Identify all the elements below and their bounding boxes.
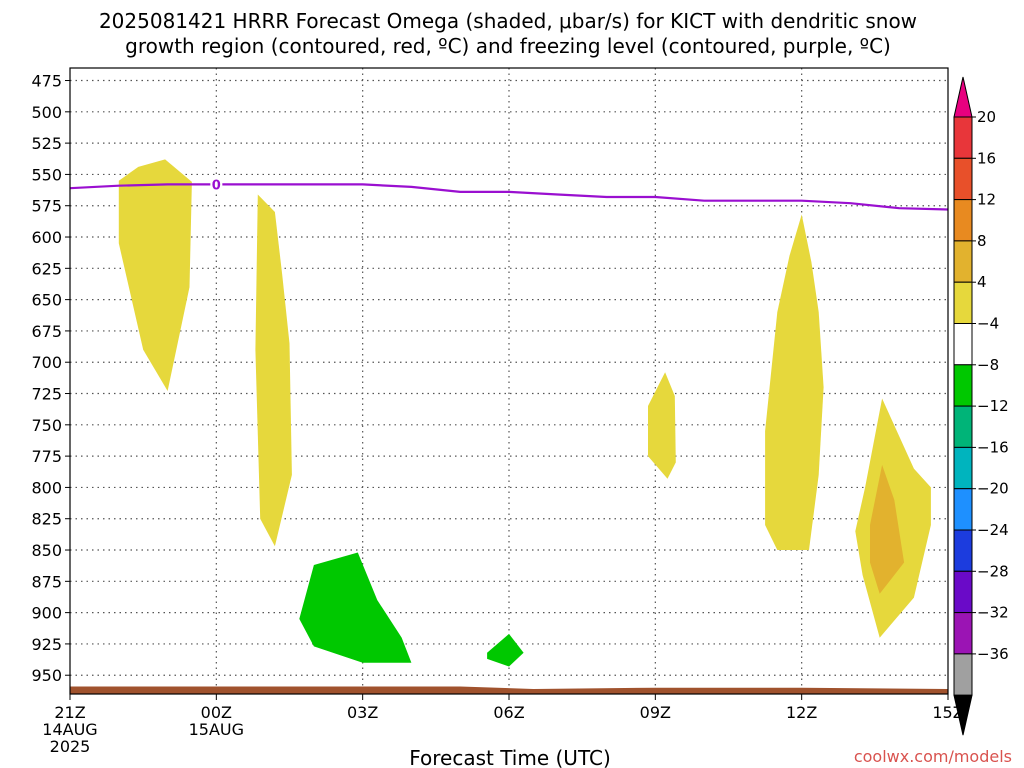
freezing-level-label: 0 xyxy=(212,178,221,193)
y-tick-label-875: 875 xyxy=(31,572,62,591)
x-tick-label-0-2: 2025 xyxy=(50,737,91,756)
omega-region-1 xyxy=(255,195,292,547)
colorbar-box-9 xyxy=(954,489,972,530)
colorbar-label-1: 16 xyxy=(977,149,996,167)
colorbar-label-13: −36 xyxy=(977,645,1009,663)
y-tick-label-825: 825 xyxy=(31,510,62,529)
y-tick-label-725: 725 xyxy=(31,385,62,404)
colorbar-label-6: −8 xyxy=(977,356,999,374)
x-tick-label-9-0: 06Z xyxy=(493,703,524,722)
y-tick-label-525: 525 xyxy=(31,134,62,153)
colorbar-box-13 xyxy=(954,654,972,695)
colorbar-label-12: −32 xyxy=(977,604,1009,622)
y-tick-label-775: 775 xyxy=(31,447,62,466)
y-tick-label-550: 550 xyxy=(31,165,62,184)
omega-region-7 xyxy=(487,634,523,667)
colorbar-box-10 xyxy=(954,530,972,571)
colorbar-label-9: −20 xyxy=(977,480,1009,498)
colorbar-box-2 xyxy=(954,200,972,241)
colorbar-label-7: −12 xyxy=(977,397,1009,415)
y-tick-label-750: 750 xyxy=(31,416,62,435)
colorbar-label-5: −4 xyxy=(977,315,999,333)
y-tick-label-800: 800 xyxy=(31,478,62,497)
y-tick-label-925: 925 xyxy=(31,635,62,654)
omega-time-height-chart: 2025081421 HRRR Forecast Omega (shaded, … xyxy=(0,0,1024,768)
colorbar-box-6 xyxy=(954,365,972,406)
y-tick-label-625: 625 xyxy=(31,259,62,278)
y-tick-label-850: 850 xyxy=(31,541,62,560)
colorbar-box-7 xyxy=(954,406,972,447)
x-axis-label: Forecast Time (UTC) xyxy=(409,746,611,768)
colorbar-box-12 xyxy=(954,613,972,654)
colorbar-box-5 xyxy=(954,324,972,365)
colorbar-label-0: 20 xyxy=(977,108,996,126)
colorbar-label-10: −24 xyxy=(977,521,1009,539)
colorbar-box-3 xyxy=(954,241,972,282)
omega-shading xyxy=(119,159,931,666)
colorbar-box-11 xyxy=(954,571,972,612)
credit-link[interactable]: coolwx.com/models xyxy=(854,747,1012,766)
y-tick-label-500: 500 xyxy=(31,103,62,122)
y-tick-label-650: 650 xyxy=(31,291,62,310)
y-tick-label-600: 600 xyxy=(31,228,62,247)
colorbar-label-8: −16 xyxy=(977,438,1009,456)
y-tick-label-675: 675 xyxy=(31,322,62,341)
x-tick-label-3-1: 15AUG xyxy=(189,720,244,739)
x-tick-label-12-0: 09Z xyxy=(640,703,671,722)
colorbar-label-3: 8 xyxy=(977,232,987,250)
colorbar-box-1 xyxy=(954,158,972,199)
y-tick-label-900: 900 xyxy=(31,604,62,623)
y-tick-label-475: 475 xyxy=(31,72,62,91)
plot-area: 0 475 500 525 550 575 600 625 650 675 700 725 750 775… xyxy=(31,68,963,756)
colorbar-label-2: 12 xyxy=(977,191,996,209)
omega-region-3 xyxy=(765,215,824,551)
surface-terrain xyxy=(70,687,948,695)
y-tick-label-950: 950 xyxy=(31,666,62,685)
omega-region-6 xyxy=(299,553,411,663)
colorbar-box-8 xyxy=(954,447,972,488)
y-tick-label-575: 575 xyxy=(31,197,62,216)
chart-title: 2025081421 HRRR Forecast Omega (shaded, … xyxy=(99,9,917,58)
colorbar-box-4 xyxy=(954,282,972,323)
omega-region-2 xyxy=(648,372,676,479)
y-tick-label-700: 700 xyxy=(31,353,62,372)
y-axis: 475 500 525 550 575 600 625 650 675 700 725 750 775 8… xyxy=(31,72,70,686)
omega-region-0 xyxy=(119,159,192,391)
chart-title-line-1: 2025081421 HRRR Forecast Omega (shaded, … xyxy=(99,9,917,33)
colorbar-label-11: −28 xyxy=(977,562,1009,580)
colorbar-box-0 xyxy=(954,117,972,158)
colorbar-top-arrow xyxy=(954,77,972,117)
chart-title-line-2: growth region (contoured, red, ºC) and f… xyxy=(125,34,891,58)
colorbar: 20 16 12 8 4 −4 −8 −12 −16 −20 −24 −28 −32 −36 xyxy=(954,77,1009,735)
x-tick-label-6-0: 03Z xyxy=(347,703,378,722)
colorbar-label-4: 4 xyxy=(977,273,987,291)
x-tick-label-15-0: 12Z xyxy=(786,703,817,722)
